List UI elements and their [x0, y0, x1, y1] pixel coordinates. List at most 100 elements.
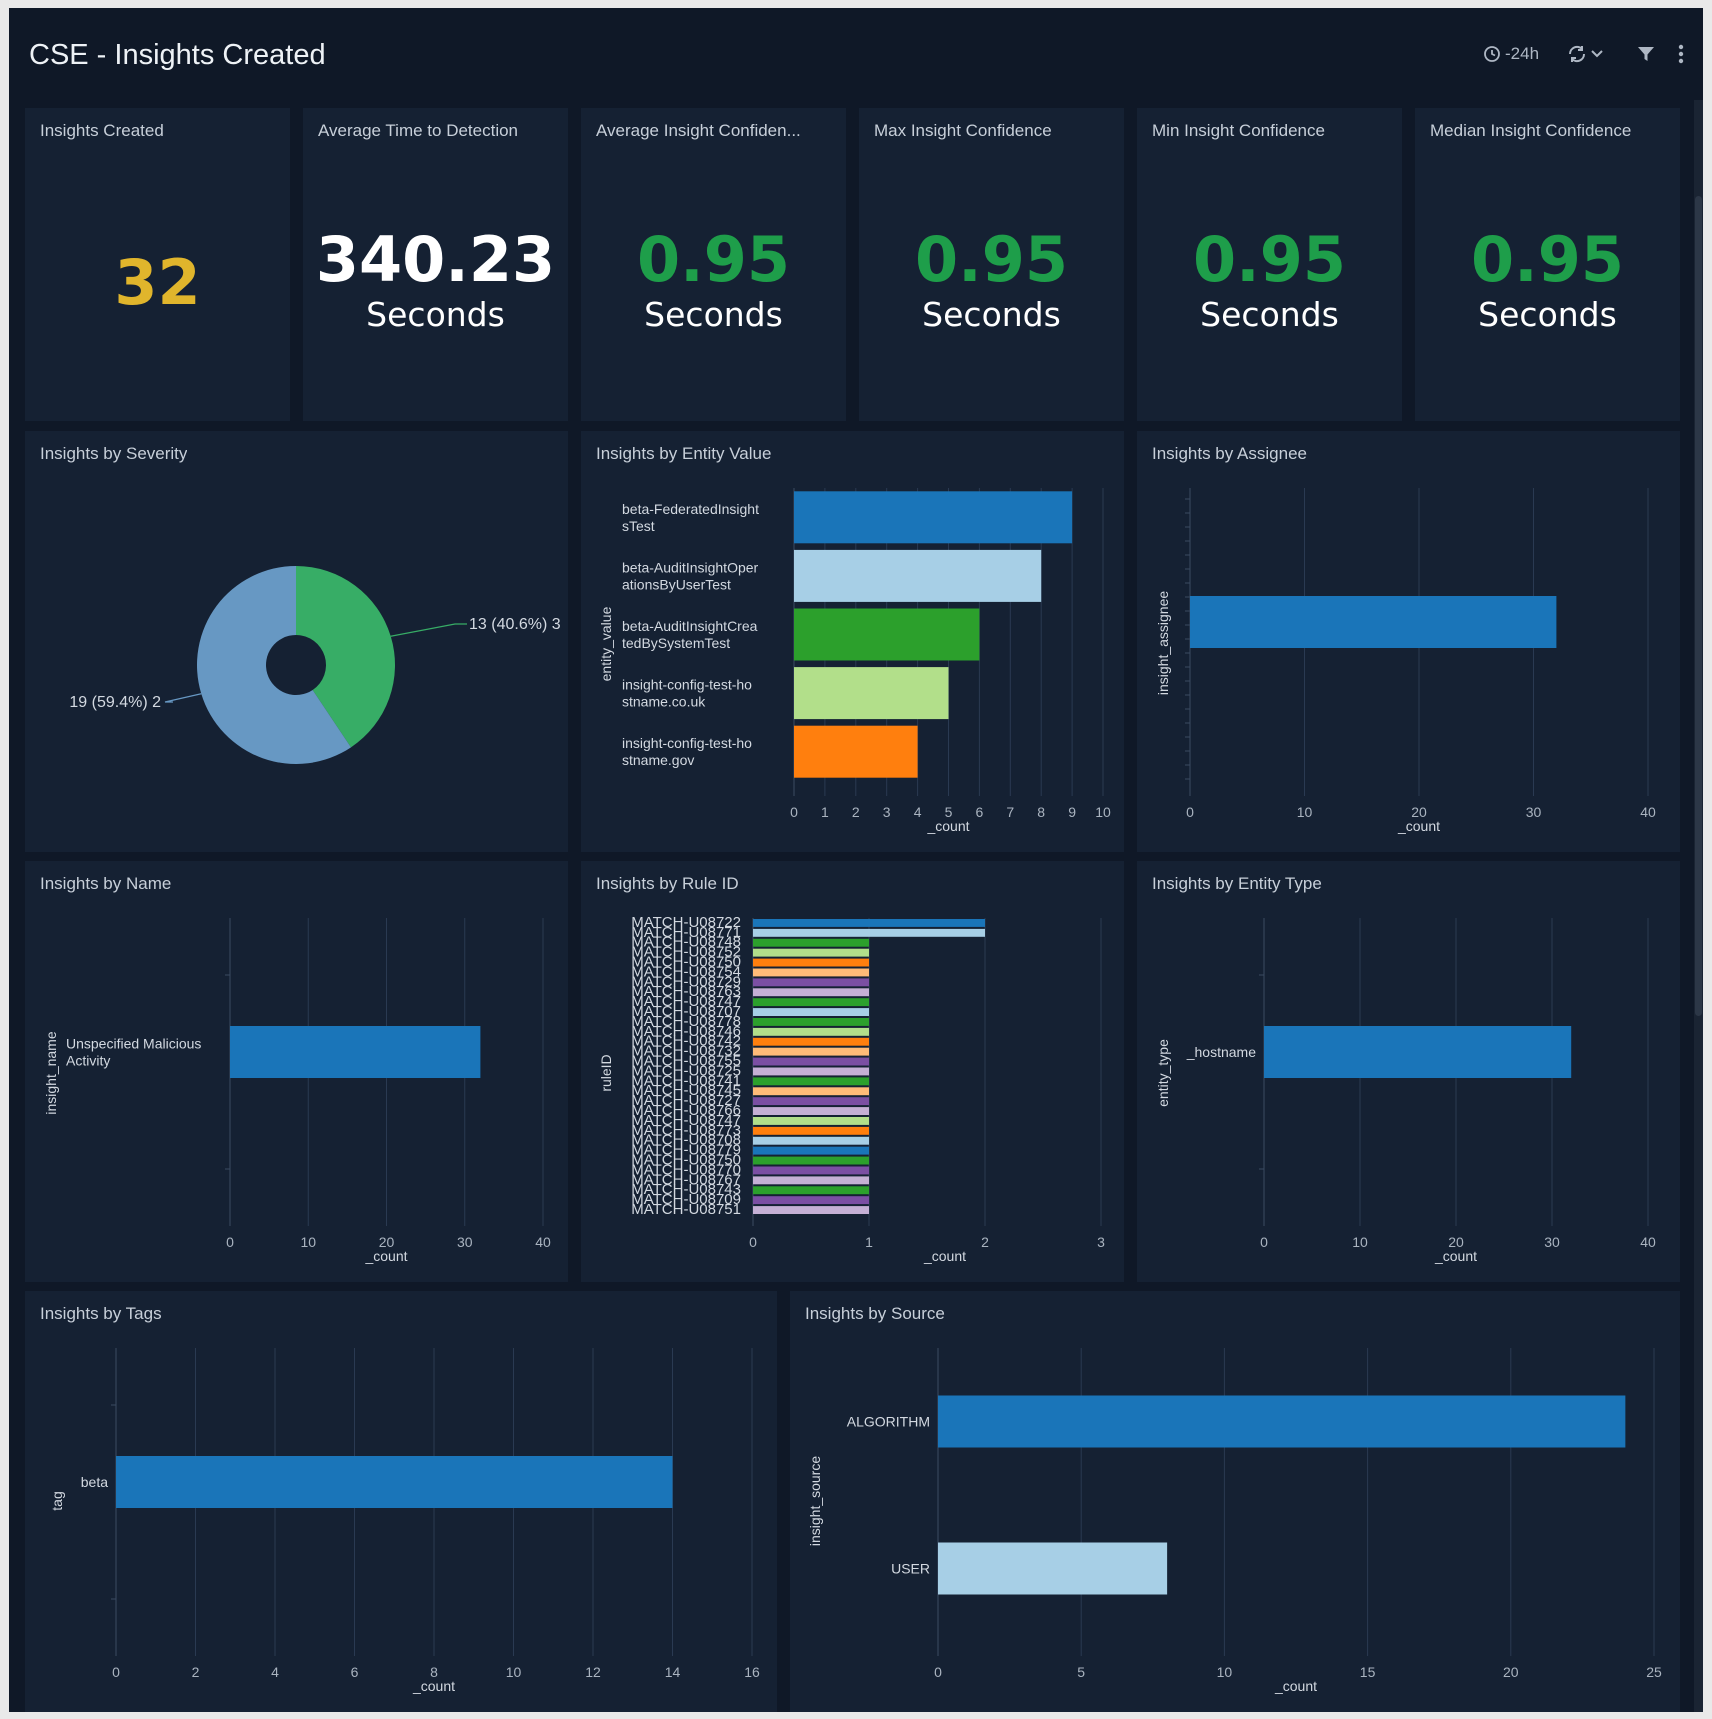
x-tick-label: 10: [1352, 1234, 1368, 1250]
pie-slice-label: 13 (40.6%) 3: [469, 616, 561, 633]
category-label: stname.co.uk: [622, 694, 706, 710]
category-label: insight-config-test-ho: [622, 735, 752, 751]
bar: [753, 978, 869, 987]
category-label: Activity: [66, 1053, 110, 1069]
x-tick-label: 1: [821, 804, 829, 820]
bar: [753, 1166, 869, 1175]
x-tick-label: 20: [1503, 1664, 1519, 1680]
x-tick-label: 8: [1037, 804, 1045, 820]
x-tick-label: 2: [981, 1234, 989, 1250]
bar: [753, 1008, 869, 1016]
panel-insights-by-entity-type: Insights by Entity Type 0 10 20 30 40 _count e…: [1137, 861, 1680, 1282]
time-range-label: -24h: [1505, 44, 1540, 63]
panel-title: Median Insight Confidence: [1430, 121, 1632, 140]
x-tick-label: 10: [506, 1664, 522, 1680]
bar: [753, 948, 869, 957]
bar: [794, 608, 980, 661]
single-value-unit: Seconds: [1478, 295, 1617, 334]
x-tick-label: 20: [1411, 804, 1427, 820]
x-tick-label: 0: [226, 1234, 234, 1250]
x-tick-label: 6: [351, 1664, 359, 1680]
category-label: MATCH-U08773: [631, 1122, 741, 1139]
y-axis-label: insight_name: [43, 1031, 59, 1114]
category-label: MATCH-U08745: [631, 1082, 741, 1099]
panel-insights-by-severity: Insights by Severity 13 (40.6%) 3 19 (59.…: [25, 431, 568, 852]
chevron-down-icon: [1590, 47, 1604, 61]
bar: [753, 1018, 869, 1026]
x-tick-label: 14: [665, 1664, 681, 1680]
category-label: MATCH-U08741: [631, 1072, 741, 1089]
category-label: MATCH-U08754: [631, 963, 741, 980]
bar: [753, 958, 869, 967]
rule-id-bar-chart: 0 1 2 3 _count ruleID MATCH-U08722MATCH-U08771…: [598, 914, 1105, 1264]
x-tick-label: 20: [1448, 1234, 1464, 1250]
category-label: MATCH-U08771: [631, 924, 741, 941]
bar: [753, 1027, 869, 1036]
y-axis-label: entity_value: [598, 606, 614, 681]
refresh-icon: [1566, 44, 1588, 64]
bar: [753, 919, 985, 927]
bar: [938, 1542, 1168, 1595]
vertical-scrollbar[interactable]: [1694, 100, 1703, 1712]
category-label: MATCH-U08732: [631, 1043, 741, 1060]
single-value: 32: [114, 246, 201, 319]
panel-insights-by-name: Insights by Name 0 10 20 30 40 _count insight_…: [25, 861, 568, 1282]
entity-value-bar-chart: 0 1 2 3 4 5 6 7 8 9 10 _count entity_value beta-Feder…: [598, 488, 1111, 834]
refresh-button[interactable]: [1566, 44, 1604, 64]
bar: [753, 1156, 869, 1165]
category-label: sTest: [622, 518, 655, 534]
filter-button[interactable]: [1636, 44, 1656, 64]
bar: [753, 938, 869, 947]
y-axis-label: ruleID: [598, 1054, 614, 1091]
more-vertical-icon: [1677, 44, 1685, 64]
x-axis-label: _count: [1434, 1248, 1477, 1264]
x-tick-label: 0: [749, 1234, 757, 1250]
x-axis-label: _count: [1397, 818, 1440, 834]
category-label: stname.gov: [622, 752, 694, 768]
panel-min-insight-confidence: Min Insight Confidence 0.95 Seconds: [1137, 108, 1402, 421]
category-label: ALGORITHM: [847, 1414, 930, 1430]
bar: [753, 1107, 869, 1115]
panel-title: Average Insight Confiden...: [596, 121, 801, 140]
bar: [753, 968, 869, 977]
y-axis-label: insight_source: [807, 1456, 823, 1546]
single-value-unit: Seconds: [644, 295, 783, 334]
single-value: 340.23: [315, 223, 556, 296]
bar: [794, 491, 1073, 544]
x-tick-label: 40: [1640, 1234, 1656, 1250]
x-tick-label: 4: [914, 804, 922, 820]
panel-insights-by-tags: Insights by Tags 0 2 4 6 8 10 12 14 16 _count tag b…: [25, 1291, 777, 1712]
x-tick-label: 0: [112, 1664, 120, 1680]
category-label: MATCH-U08725: [631, 1062, 741, 1079]
bar: [938, 1395, 1626, 1448]
x-tick-label: 3: [883, 804, 891, 820]
single-value: 0.95: [637, 223, 790, 296]
pie-slice: [296, 566, 396, 748]
x-tick-label: 15: [1360, 1664, 1376, 1680]
bar: [1190, 596, 1557, 648]
time-range-button[interactable]: -24h: [1483, 44, 1539, 64]
panel-median-insight-confidence: Median Insight Confidence 0.95 Seconds: [1415, 108, 1680, 421]
x-axis-label: _count: [926, 818, 969, 834]
category-label: MATCH-U08743: [631, 1181, 741, 1198]
bar: [753, 1087, 869, 1096]
dashboard: CSE - Insights Created -24h: [9, 8, 1703, 1712]
x-tick-label: 40: [1640, 804, 1656, 820]
single-value: 0.95: [1471, 223, 1624, 296]
category-label: MATCH-U08727: [631, 1092, 741, 1109]
bar: [794, 549, 1042, 602]
x-tick-label: 4: [271, 1664, 279, 1680]
category-label: MATCH-U08755: [631, 1053, 741, 1070]
x-tick-label: 10: [300, 1234, 316, 1250]
entity-type-bar-chart: 0 10 20 30 40 _count entity_type _hostname: [1155, 918, 1656, 1264]
category-label: Unspecified Malicious: [66, 1036, 201, 1052]
more-options-button[interactable]: [1677, 44, 1685, 64]
scrollbar-thumb[interactable]: [1695, 196, 1702, 1016]
x-axis-label: _count: [923, 1248, 966, 1264]
x-tick-label: 5: [945, 804, 953, 820]
x-tick-label: 10: [1297, 804, 1313, 820]
category-label: MATCH-U08748: [631, 934, 741, 951]
bar: [753, 1097, 869, 1106]
category-label: beta-AuditInsightOper: [622, 559, 759, 575]
